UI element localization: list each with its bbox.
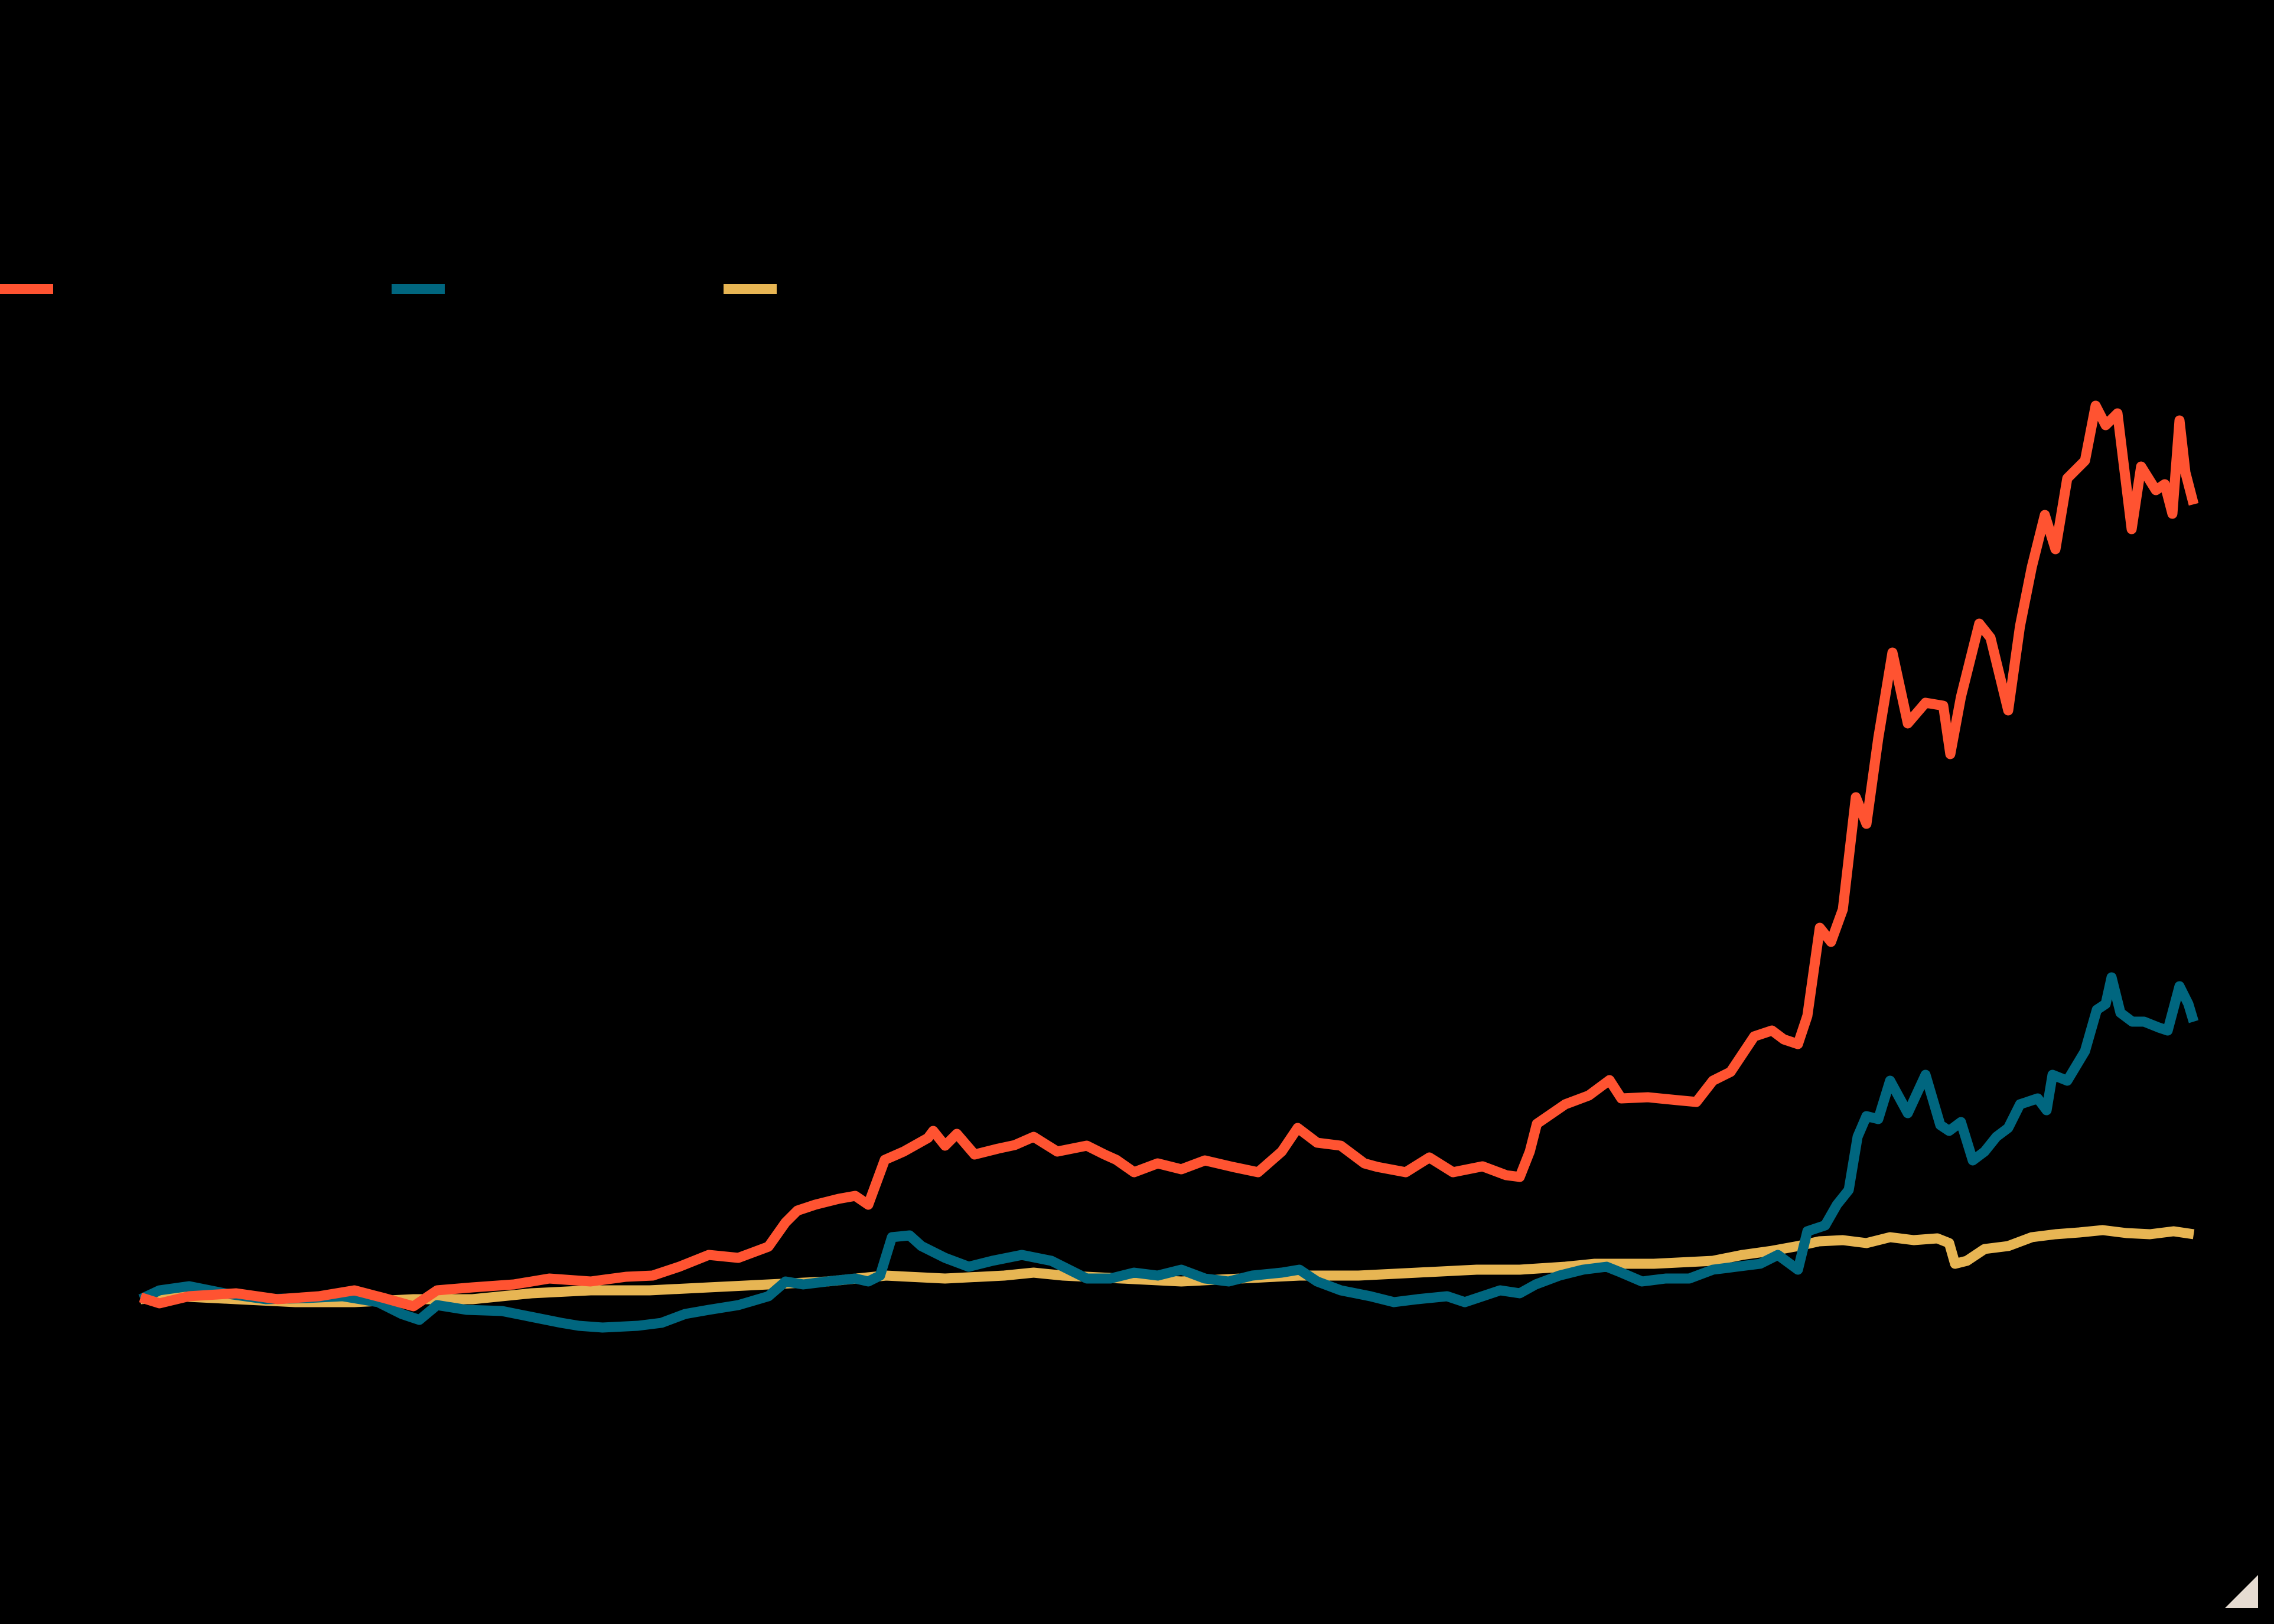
corner-triangle-icon [2225,1575,2258,1608]
series-layer [138,400,2199,1333]
legend-swatch-series-2 [392,283,445,294]
legend [0,282,827,295]
legend-item-series-1 [0,282,63,295]
legend-item-series-3 [724,282,786,295]
series-line-2 [138,972,2199,1333]
series-line-1 [139,400,2199,1312]
legend-swatch-series-1 [0,283,53,294]
legend-item-series-2 [392,282,454,295]
series-line-3 [140,1225,2195,1307]
legend-swatch-series-3 [724,283,777,294]
